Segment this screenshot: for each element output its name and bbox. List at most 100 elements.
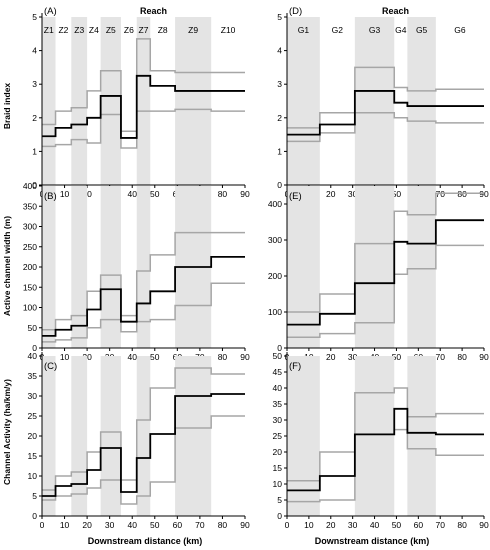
series-lower-line [287, 244, 484, 338]
zone-band-3 [71, 17, 88, 185]
y-tick-label: 0 [32, 180, 37, 190]
x-tick-label: 20 [326, 189, 336, 199]
x-tick-label: 80 [457, 520, 467, 530]
y-tick-label: 50 [273, 351, 283, 361]
x-tick-label: 80 [457, 352, 467, 362]
zone-band-5 [100, 186, 121, 348]
series-upper-line [287, 192, 484, 313]
y-tick-label: 300 [23, 222, 37, 232]
zone-label-z3: Z3 [74, 25, 84, 35]
x-tick-label: 20 [326, 520, 336, 530]
zone-label-z8: Z8 [158, 25, 168, 35]
y-tick-label: 0 [277, 180, 282, 190]
zone-band-5 [100, 17, 121, 185]
zone-band-1 [42, 186, 56, 348]
x-tick-label: 70 [435, 520, 445, 530]
x-tick-label: 50 [150, 352, 160, 362]
y-tick-label: 35 [28, 371, 38, 381]
y-tick-label: 250 [23, 242, 37, 252]
zone-band-9 [175, 17, 212, 185]
x-tick-label: 90 [240, 352, 250, 362]
y-tick-label: 5 [32, 491, 37, 501]
zone-label-z1: Z1 [44, 25, 54, 35]
series-mean-line [287, 407, 484, 492]
y-tick-label: 2 [32, 113, 37, 123]
x-tick-label: 30 [348, 189, 358, 199]
x-tick-label: 50 [150, 520, 160, 530]
x-tick-label: 60 [173, 520, 183, 530]
panel-label: (E) [289, 191, 302, 202]
zone-band-5 [100, 356, 121, 516]
y-tick-label: 15 [28, 451, 38, 461]
zone-band-5 [407, 17, 436, 185]
zone-label-z5: Z5 [106, 25, 116, 35]
series-lower-line [42, 282, 245, 343]
series-upper-line [42, 231, 245, 331]
y-tick-label: 200 [268, 271, 282, 281]
panel-d: G1G2G3G4G5G60102030405060708090012345(D)… [277, 6, 489, 199]
y-tick-label: 0 [32, 511, 37, 521]
zone-band-3 [71, 186, 88, 348]
zone-band-1 [287, 356, 320, 516]
zone-band-7 [136, 356, 151, 516]
y-tick-label: 150 [23, 282, 37, 292]
zone-band-1 [42, 17, 56, 185]
zone-label-z2: Z2 [58, 25, 68, 35]
y-tick-label: 25 [273, 431, 283, 441]
y-tick-label: 3 [277, 79, 282, 89]
x-tick-label: 0 [40, 520, 45, 530]
zone-label-g2: G2 [332, 25, 344, 35]
x-tick-label: 50 [392, 189, 402, 199]
x-tick-label: 40 [370, 520, 380, 530]
zone-label-z9: Z9 [188, 25, 198, 35]
x-tick-label: 20 [82, 520, 92, 530]
x-tick-label: 90 [479, 520, 489, 530]
zone-label-g4: G4 [395, 25, 407, 35]
zone-band-3 [354, 186, 395, 348]
series-mean-line [42, 74, 245, 139]
y-tick-label: 5 [277, 12, 282, 22]
x-tick-label: 10 [60, 189, 70, 199]
x-tick-label: 30 [105, 520, 115, 530]
y-tick-label: 10 [28, 471, 38, 481]
x-axis-label-left: Downstream distance (km) [88, 536, 203, 546]
y-tick-label: 20 [28, 431, 38, 441]
x-tick-label: 20 [326, 352, 336, 362]
panel-label: (C) [44, 361, 57, 372]
y-tick-label: 400 [23, 181, 37, 191]
x-tick-label: 20 [82, 189, 92, 199]
panel-c: 0 10 20 30 40 50 60 70 80 90 0 5 10 15 20 25 30 35 40 (C) [28, 351, 250, 530]
zone-band-3 [71, 356, 88, 516]
x-tick-label: 50 [150, 189, 160, 199]
x-tick-label: 40 [127, 189, 137, 199]
zone-band-3 [354, 17, 395, 185]
y-tick-label: 30 [28, 391, 38, 401]
x-tick-label: 90 [479, 352, 489, 362]
series-upper-line [287, 387, 484, 482]
y-tick-label: 4 [277, 46, 282, 56]
y-tick-label: 10 [273, 479, 283, 489]
panel-label: (F) [289, 361, 301, 372]
x-tick-label: 10 [304, 520, 314, 530]
x-tick-label: 50 [392, 520, 402, 530]
y-tick-label: 0 [277, 511, 282, 521]
y-tick-label: 50 [28, 323, 38, 333]
zone-label-z7: Z7 [139, 25, 149, 35]
y-tick-label: 25 [28, 411, 38, 421]
panel-f: 0 10 20 30 40 50 60 70 80 90 0 5 10 15 20 25 30 35 40 45 50 (… [273, 351, 489, 530]
zone-label-g5: G5 [416, 25, 428, 35]
y-tick-label: 400 [268, 199, 282, 209]
zone-band-5 [407, 356, 436, 516]
x-tick-label: 90 [240, 520, 250, 530]
x-tick-label: 90 [479, 189, 489, 199]
y-tick-label: 2 [277, 113, 282, 123]
zone-band-3 [354, 356, 395, 516]
y-tick-label: 15 [273, 463, 283, 473]
series-upper-line [287, 66, 484, 129]
y-tick-label: 300 [268, 235, 282, 245]
zone-label-z10: Z10 [221, 25, 236, 35]
series-mean-line [42, 255, 245, 337]
panel-label: (B) [44, 191, 57, 202]
x-tick-label: 60 [414, 520, 424, 530]
x-tick-label: 40 [127, 520, 137, 530]
